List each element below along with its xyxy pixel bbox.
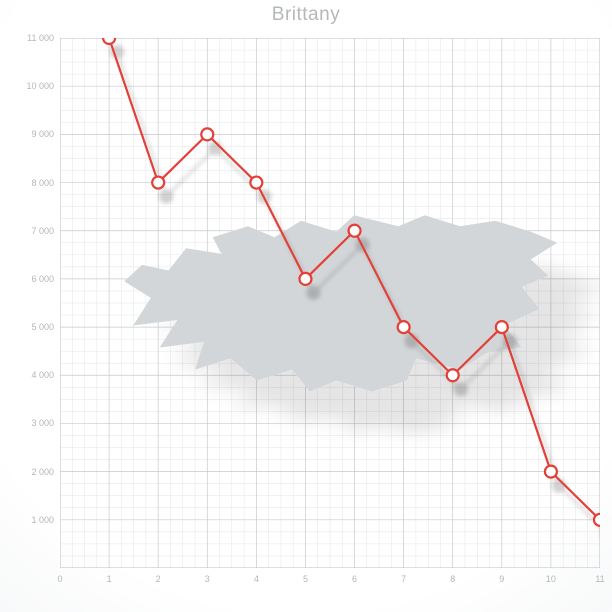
data-point [103,38,115,44]
x-tick-label: 9 [499,574,504,584]
chart-svg [60,38,600,568]
data-point [398,321,410,333]
y-tick-label: 7 000 [31,226,54,236]
data-point [496,321,508,333]
x-tick-label: 8 [450,574,455,584]
data-point [152,177,164,189]
chart-title: Brittany [0,4,612,26]
chart-frame: 1 0002 0003 0004 0005 0006 0007 0008 000… [60,38,600,568]
y-tick-label: 11 000 [27,33,54,43]
x-tick-label: 10 [546,574,556,584]
brittany-map-icon [124,215,557,391]
x-tick-label: 7 [401,574,406,584]
y-tick-label: 4 000 [31,370,54,380]
y-tick-label: 10 000 [26,81,54,91]
x-tick-label: 4 [254,574,259,584]
x-tick-label: 3 [205,574,210,584]
y-tick-label: 8 000 [31,178,54,188]
data-point [250,177,262,189]
data-point [594,514,600,526]
x-tick-label: 6 [352,574,357,584]
data-point [545,466,557,478]
data-point [447,369,459,381]
x-tick-label: 11 [595,574,604,584]
data-point [299,273,311,285]
x-tick-label: 5 [303,574,308,584]
x-tick-label: 1 [107,574,112,584]
y-tick-label: 1 000 [31,515,54,525]
y-tick-label: 6 000 [31,274,54,284]
data-point [349,225,361,237]
chart-page: { "title": "Brittany", "title_fontsize":… [0,0,612,612]
data-point [201,128,213,140]
y-tick-label: 9 000 [31,129,54,139]
y-tick-label: 3 000 [31,418,54,428]
y-tick-label: 2 000 [31,467,54,477]
x-tick-label: 2 [156,574,161,584]
y-tick-label: 5 000 [31,322,54,332]
x-tick-label: 0 [57,574,62,584]
